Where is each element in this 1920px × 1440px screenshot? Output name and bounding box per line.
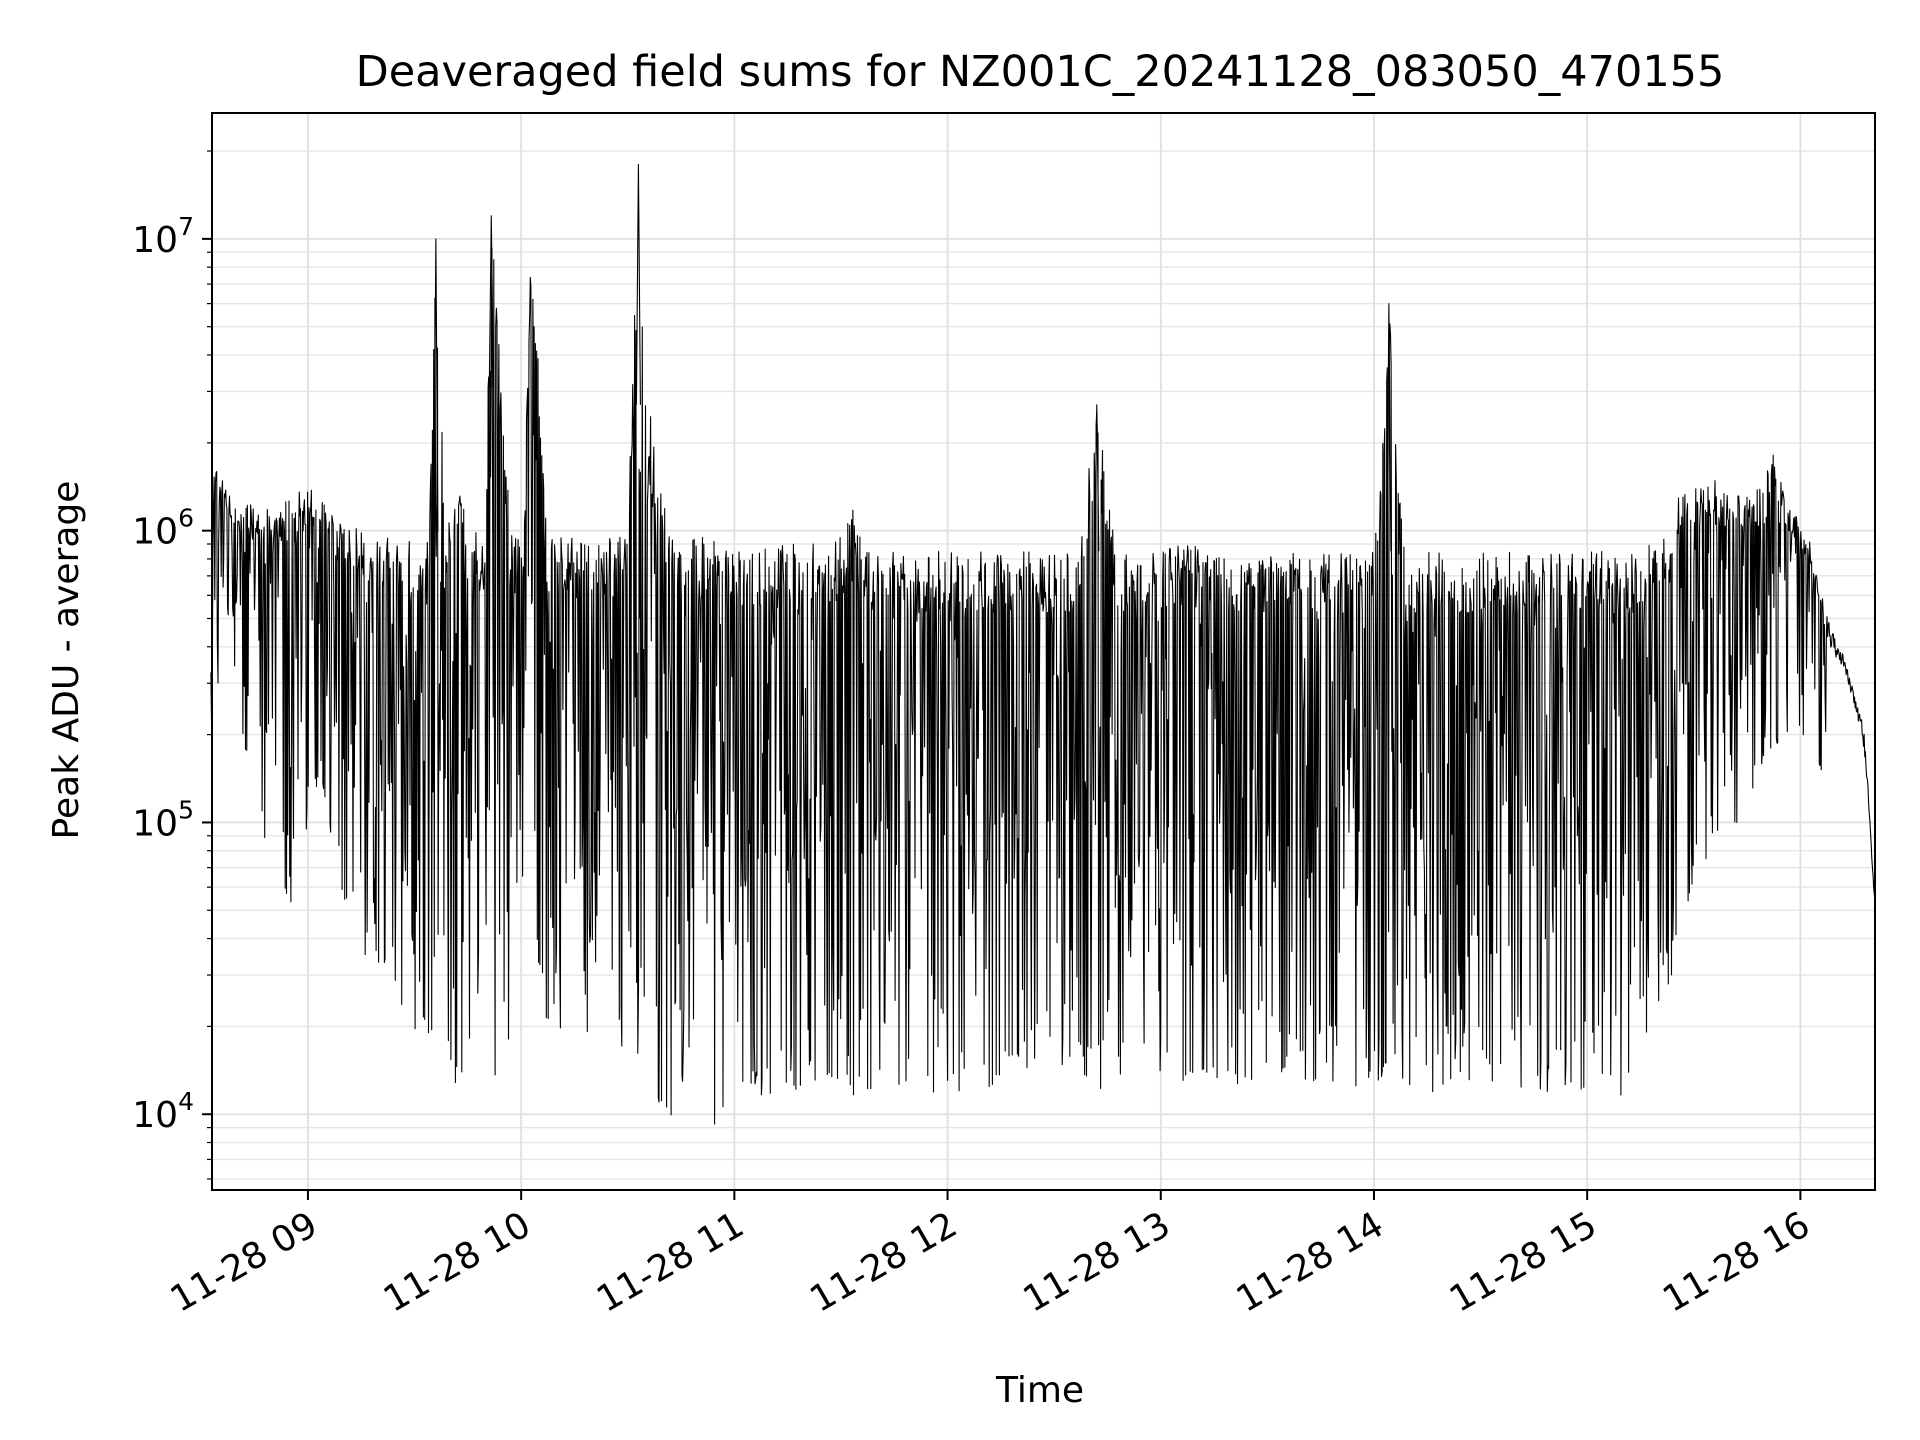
data-series	[210, 163, 1876, 1125]
y-tick-label: 105	[132, 795, 194, 844]
series-spike	[433, 238, 439, 531]
x-axis-label: Time	[995, 1370, 1084, 1411]
y-tick-label: 107	[132, 212, 194, 261]
series-spike	[1094, 404, 1100, 552]
y-axis: 104 105 106 107	[132, 150, 212, 1180]
plot-area	[211, 112, 1876, 1191]
chart-title: Deaveraged field sums for NZ001C_2024112…	[356, 47, 1725, 97]
series-line	[210, 247, 1876, 1125]
series-spike	[488, 215, 494, 388]
series-spike	[1386, 303, 1392, 552]
y-tick-label: 104	[132, 1087, 194, 1136]
y-axis-label: Peak ADU - average	[46, 481, 87, 840]
series-spike	[635, 163, 641, 405]
y-tick-label: 106	[132, 504, 194, 553]
